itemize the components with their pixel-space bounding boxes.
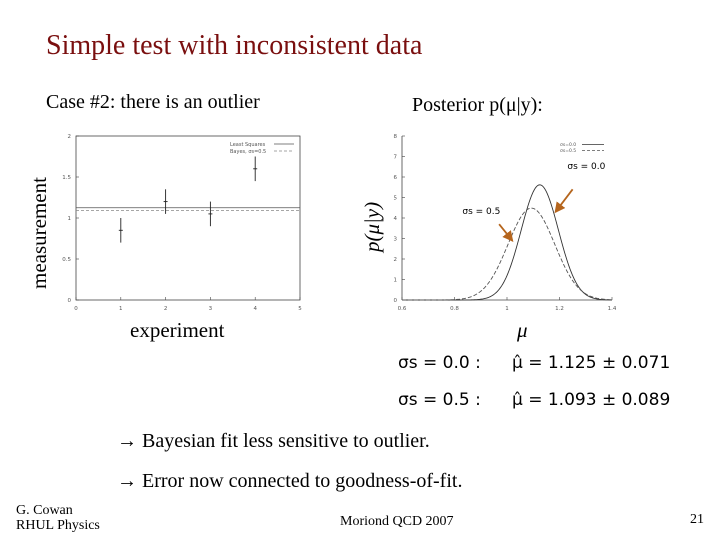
left-legend-label-1: Bayes, σs=0.5 (230, 149, 266, 155)
case-label: Case #2: there is an outlier (46, 91, 260, 113)
left-xtick-label-4: 4 (253, 306, 257, 312)
right-curve-1 (402, 207, 613, 301)
footer-conference: Moriond QCD 2007 (340, 514, 454, 529)
footer-author-1: G. Cowan (16, 503, 73, 518)
result-value-0: μ̂ = 1.125 ± 0.071 (512, 353, 671, 373)
left-ytick-label-4: 2 (68, 134, 72, 140)
bullet-1: → Error now connected to goodness-of-fit… (117, 470, 463, 492)
right-xlabel: μ (517, 318, 528, 342)
right-ytick-label-2: 2 (394, 257, 398, 263)
left-ytick-label-0: 0 (68, 298, 72, 304)
right-ylabel: p(μ|y) (360, 201, 384, 252)
left-ylabel: measurement (27, 177, 51, 289)
right-ytick-label-1: 1 (394, 278, 398, 284)
right-ytick-label-7: 7 (394, 155, 398, 161)
slide-title: Simple test with inconsistent data (46, 30, 423, 61)
left-xlabel: experiment (130, 318, 225, 342)
right-annotation-1: σs = 0.5 (462, 207, 500, 217)
right-arrow-0 (554, 188, 574, 214)
result-label-0: σs = 0.0 : (398, 353, 481, 373)
left-xtick-label-5: 5 (298, 306, 302, 312)
left-ytick-label-1: 0.5 (62, 257, 71, 263)
right-legend-label-1: σs=0.5 (560, 148, 576, 154)
bullet-0: → Bayesian fit less sensitive to outlier… (117, 430, 430, 452)
right-ytick-label-4: 4 (394, 216, 398, 222)
left-xtick-label-3: 3 (209, 306, 213, 312)
left-ytick-label-3: 1.5 (62, 175, 71, 181)
posterior-label: Posterior p(μ|y): (412, 94, 543, 116)
right-curve-0 (402, 184, 613, 301)
left-xtick-label-1: 1 (119, 306, 123, 312)
left-legend-label-0: Least Squares (230, 142, 266, 148)
page-number: 21 (690, 512, 704, 527)
right-xtick-label-3: 1.2 (555, 306, 564, 312)
right-chart: 0.6 0.8 1 1.2 1.4 0 1 2 3 4 5 6 7 8 σs=0.0σs=0.5 σs = 0… (394, 134, 617, 312)
right-annotation-0: σs = 0.0 (567, 162, 605, 172)
right-ytick-label-3: 3 (394, 237, 398, 243)
right-ytick-label-5: 5 (394, 196, 398, 202)
left-xtick-label-2: 2 (164, 306, 168, 312)
right-ytick-label-6: 6 (394, 175, 398, 181)
left-frame (75, 135, 301, 301)
footer-author-2: RHUL Physics (16, 518, 100, 533)
right-legend-label-0: σs=0.0 (560, 142, 576, 148)
result-label-1: σs = 0.5 : (398, 390, 481, 410)
right-xtick-label-0: 0.6 (398, 306, 407, 312)
right-arrow-1 (498, 223, 514, 242)
right-xtick-label-4: 1.4 (608, 306, 616, 312)
right-ytick-label-8: 8 (394, 134, 398, 140)
right-ytick-label-0: 0 (394, 298, 398, 304)
left-ytick-label-2: 1 (68, 216, 72, 222)
right-xtick-label-1: 0.8 (450, 306, 459, 312)
result-value-1: μ̂ = 1.093 ± 0.089 (512, 390, 671, 410)
left-xtick-label-0: 0 (74, 306, 78, 312)
right-xtick-label-2: 1 (505, 306, 509, 312)
